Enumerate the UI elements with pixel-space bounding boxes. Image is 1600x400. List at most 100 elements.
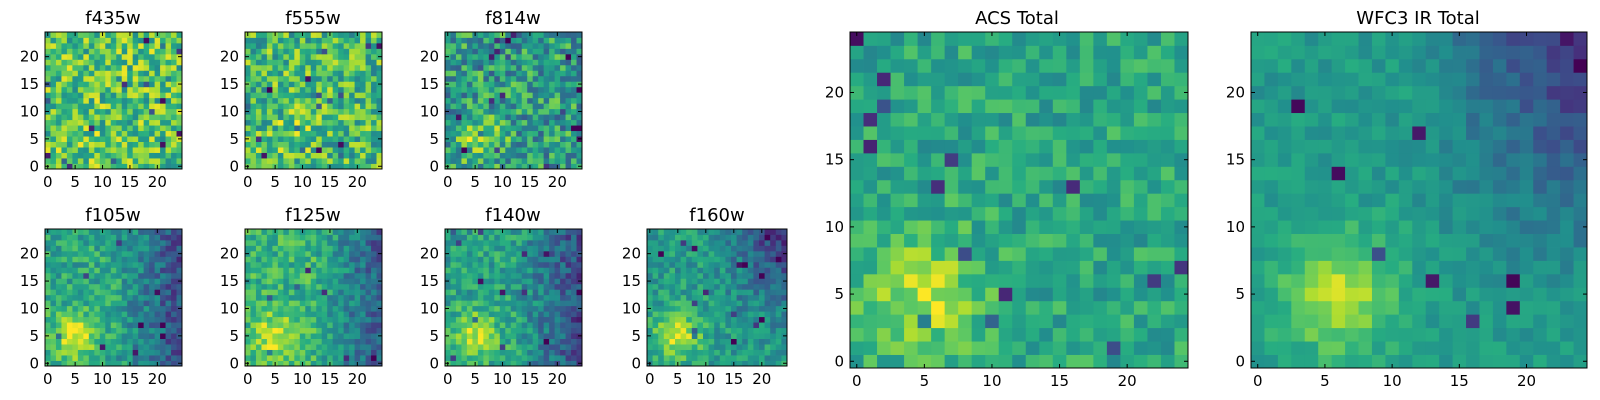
- heatmap-cell: [708, 344, 715, 350]
- heatmap-cell: [494, 92, 501, 99]
- heatmap-cell: [549, 311, 555, 318]
- heatmap-cell: [61, 278, 68, 285]
- heatmap-cell: [66, 333, 73, 339]
- heatmap-cell: [1160, 193, 1175, 208]
- heatmap-cell: [725, 333, 732, 339]
- heatmap-cell: [77, 70, 84, 77]
- heatmap-cell: [132, 152, 139, 159]
- heatmap-cell: [266, 250, 273, 257]
- heatmap-cell: [652, 239, 659, 246]
- heatmap-cell: [455, 81, 462, 88]
- heatmap-cell: [971, 327, 986, 342]
- heatmap-cell: [349, 59, 355, 66]
- heatmap-cell: [261, 97, 268, 104]
- heatmap-cell: [349, 119, 355, 126]
- heatmap-cell: [543, 70, 550, 77]
- heatmap-cell: [349, 239, 355, 246]
- heatmap-cell: [532, 322, 539, 329]
- heatmap-cell: [338, 267, 345, 274]
- heatmap-cell: [549, 53, 555, 60]
- heatmap-cell: [266, 103, 273, 110]
- heatmap-cell: [255, 108, 262, 115]
- heatmap-cell: [66, 59, 73, 66]
- heatmap-cell: [466, 92, 473, 99]
- heatmap-cell: [283, 86, 290, 93]
- heatmap-cell: [985, 220, 1000, 234]
- heatmap-cell: [516, 327, 523, 334]
- heatmap-cell: [571, 349, 577, 356]
- heatmap-cell: [343, 344, 350, 350]
- heatmap-cell: [971, 166, 986, 181]
- heatmap-cell: [365, 272, 372, 279]
- heatmap-cell: [554, 136, 561, 142]
- heatmap-cell: [310, 86, 317, 93]
- heatmap-cell: [445, 245, 451, 252]
- heatmap-cell: [675, 283, 681, 290]
- heatmap-cell: [266, 344, 273, 350]
- heatmap-cell: [99, 37, 106, 44]
- heatmap-cell: [565, 75, 572, 82]
- heatmap-cell: [499, 272, 506, 279]
- heatmap-cell: [83, 267, 90, 274]
- heatmap-cell: [176, 42, 183, 49]
- heatmap-cell: [371, 333, 377, 339]
- heatmap-cell: [554, 234, 561, 241]
- heatmap-cell: [477, 114, 484, 121]
- heatmap-cell: [477, 59, 484, 66]
- heatmap-cell: [1160, 166, 1175, 181]
- heatmap-cell: [338, 283, 345, 290]
- heatmap-cell: [890, 341, 905, 355]
- heatmap-cell: [958, 247, 973, 261]
- heatmap-cell: [149, 48, 155, 55]
- heatmap-cell: [543, 338, 550, 345]
- heatmap-cell: [466, 355, 473, 361]
- heatmap-cell: [1120, 179, 1135, 194]
- heatmap-cell: [680, 245, 687, 252]
- heatmap-cell: [121, 283, 128, 290]
- heatmap-cell: [1133, 287, 1148, 302]
- heatmap-cell: [255, 311, 262, 318]
- heatmap-cell: [165, 48, 172, 55]
- heatmap-cell: [121, 278, 128, 285]
- heatmap-cell: [1106, 233, 1121, 248]
- heatmap-cell: [255, 327, 262, 334]
- heatmap-cell: [1066, 179, 1081, 194]
- heatmap-cell: [138, 234, 145, 241]
- heatmap-cell: [647, 300, 653, 307]
- heatmap-cell: [83, 283, 90, 290]
- heatmap-cell: [466, 130, 473, 137]
- heatmap-cell: [747, 360, 754, 367]
- heatmap-cell: [371, 360, 377, 367]
- heatmap-cell: [83, 103, 90, 110]
- heatmap-cell: [288, 141, 295, 148]
- heatmap-cell: [338, 300, 345, 307]
- heatmap-cell: [338, 245, 345, 252]
- heatmap-cell: [571, 86, 577, 93]
- heatmap-cell: [294, 283, 301, 290]
- heatmap-cell: [66, 278, 73, 285]
- heatmap-cell: [88, 250, 95, 257]
- heatmap-cell: [747, 261, 754, 268]
- heatmap-cell: [742, 344, 749, 350]
- heatmap-cell: [321, 234, 328, 241]
- heatmap-cell: [283, 322, 290, 329]
- heatmap-cell: [250, 333, 257, 339]
- heatmap-cell: [477, 294, 484, 301]
- heatmap-cell: [719, 239, 726, 246]
- heatmap-cell: [691, 250, 698, 257]
- heatmap-cell: [663, 300, 670, 307]
- heatmap-cell: [647, 245, 653, 252]
- heatmap-cell: [165, 86, 172, 93]
- heatmap-cell: [532, 125, 539, 132]
- y-tick-label: 15: [20, 272, 39, 290]
- heatmap-cell: [521, 294, 528, 301]
- heatmap-cell: [450, 360, 457, 367]
- heatmap-cell: [160, 283, 166, 290]
- heatmap-cell: [176, 48, 183, 55]
- heatmap-cell: [455, 305, 462, 312]
- heatmap-cell: [532, 64, 539, 71]
- heatmap-cell: [697, 305, 704, 312]
- heatmap-cell: [132, 92, 139, 99]
- heatmap-cell: [499, 289, 506, 296]
- heatmap-cell: [904, 152, 918, 167]
